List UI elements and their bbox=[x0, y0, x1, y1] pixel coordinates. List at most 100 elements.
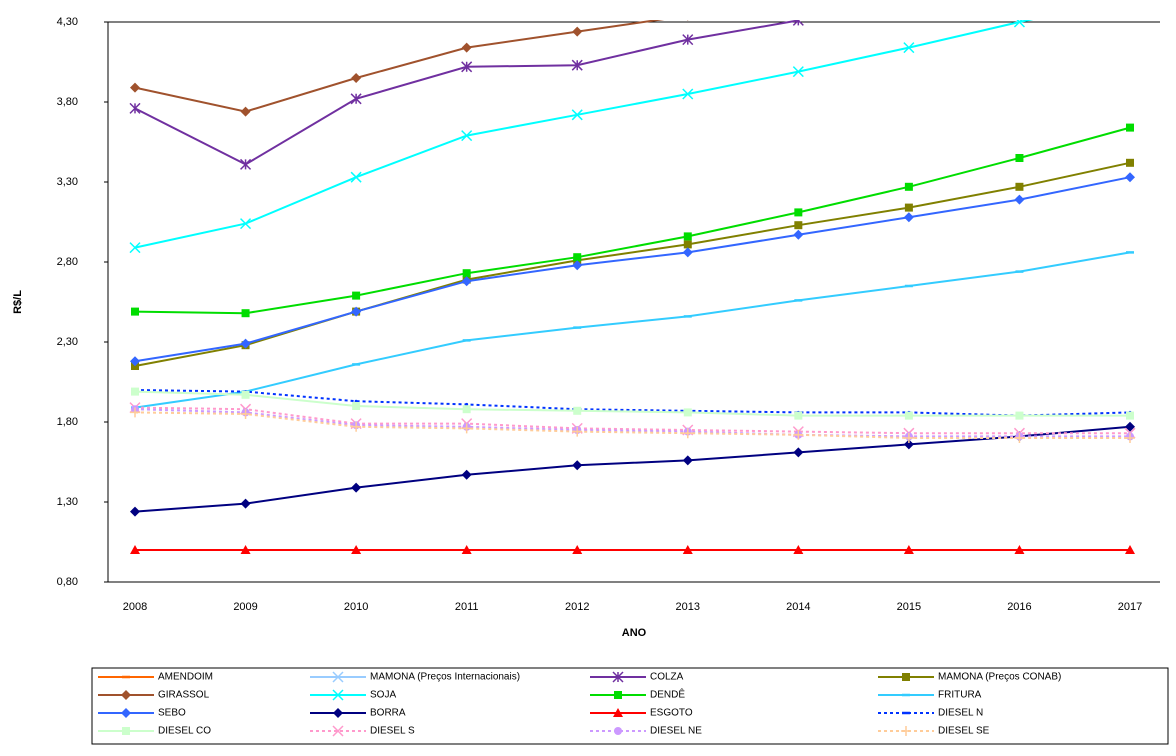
legend-marker bbox=[332, 725, 344, 737]
data-point bbox=[350, 171, 362, 183]
data-point bbox=[130, 82, 140, 93]
data-point bbox=[1126, 123, 1134, 132]
data-point bbox=[462, 269, 471, 278]
series-line bbox=[134, 408, 1130, 438]
data-point bbox=[131, 387, 139, 396]
series-line bbox=[134, 425, 1131, 513]
x-tick-label: 2017 bbox=[1118, 601, 1142, 613]
legend-label: BORRA bbox=[370, 708, 406, 719]
data-point bbox=[1125, 545, 1135, 554]
data-point bbox=[130, 506, 140, 517]
data-point bbox=[351, 73, 362, 83]
data-point bbox=[129, 102, 141, 114]
y-tick-label: 3,80 bbox=[57, 96, 78, 108]
data-point bbox=[131, 307, 139, 316]
legend-marker bbox=[332, 689, 344, 701]
series-line bbox=[134, 389, 1131, 417]
y-tick-label: 1,80 bbox=[57, 416, 78, 428]
data-point bbox=[792, 66, 804, 78]
data-point bbox=[793, 229, 804, 240]
data-point bbox=[461, 545, 472, 554]
data-point bbox=[1125, 433, 1135, 443]
data-point bbox=[130, 407, 140, 418]
data-point bbox=[903, 439, 914, 450]
x-tick-label: 2015 bbox=[897, 601, 921, 613]
data-point bbox=[1015, 411, 1024, 420]
data-point bbox=[351, 306, 362, 317]
data-point bbox=[683, 240, 692, 249]
x-tick-label: 2009 bbox=[233, 601, 257, 613]
series-line bbox=[134, 406, 1130, 435]
y-tick-label: 4,30 bbox=[57, 16, 78, 28]
series-line bbox=[134, 251, 1131, 409]
data-point bbox=[793, 545, 804, 554]
data-point bbox=[241, 309, 250, 318]
data-point bbox=[904, 182, 913, 191]
legend-label: AMENDOIM bbox=[158, 672, 213, 683]
legend-marker bbox=[901, 726, 911, 736]
data-point bbox=[1125, 172, 1135, 183]
data-point bbox=[904, 203, 913, 212]
data-point bbox=[462, 405, 471, 414]
legend-marker bbox=[614, 727, 622, 735]
data-point bbox=[240, 106, 251, 117]
x-tick-label: 2014 bbox=[786, 601, 810, 613]
data-point bbox=[130, 356, 140, 367]
data-point bbox=[352, 291, 361, 300]
legend: AMENDOIM MAMONA (Preços Internacionais) CO… bbox=[98, 671, 1061, 737]
series-line bbox=[134, 20, 1034, 249]
data-point bbox=[793, 447, 804, 458]
data-point bbox=[240, 218, 252, 230]
series-line bbox=[134, 176, 1131, 363]
legend-label: GIRASSOL bbox=[158, 690, 210, 701]
data-point bbox=[240, 498, 251, 509]
legend-marker bbox=[902, 673, 910, 681]
legend-marker bbox=[614, 691, 622, 699]
series-line bbox=[134, 390, 1130, 417]
data-point bbox=[241, 390, 250, 399]
legend-label: DIESEL N bbox=[938, 708, 983, 719]
legend-marker bbox=[333, 708, 343, 718]
data-point bbox=[572, 260, 583, 271]
data-point bbox=[461, 469, 472, 480]
data-point bbox=[572, 545, 583, 554]
legend-label: DIESEL S bbox=[370, 726, 415, 737]
data-point bbox=[352, 402, 361, 410]
x-tick-label: 2008 bbox=[123, 601, 147, 613]
legend-marker bbox=[612, 671, 624, 683]
data-point bbox=[794, 208, 803, 217]
data-point bbox=[351, 421, 362, 432]
x-axis-label: ANO bbox=[622, 627, 647, 639]
data-point bbox=[682, 428, 693, 439]
data-point bbox=[1013, 20, 1025, 28]
data-point bbox=[903, 433, 914, 443]
data-point bbox=[1126, 158, 1134, 167]
data-point bbox=[904, 411, 913, 420]
legend-marker bbox=[122, 727, 130, 735]
legend-label: MAMONA (Preços CONAB) bbox=[938, 672, 1061, 683]
legend-label: DIESEL NE bbox=[650, 726, 702, 737]
data-point bbox=[240, 545, 251, 554]
data-point bbox=[461, 130, 473, 142]
data-point bbox=[682, 545, 693, 554]
legend-box bbox=[91, 667, 1169, 745]
data-point bbox=[130, 545, 140, 554]
series-line bbox=[134, 126, 1131, 315]
data-point bbox=[682, 88, 694, 100]
data-point bbox=[572, 426, 583, 437]
data-point bbox=[682, 247, 693, 258]
x-tick-label: 2016 bbox=[1007, 601, 1031, 613]
data-point bbox=[682, 455, 693, 466]
legend-label: ESGOTO bbox=[650, 708, 693, 719]
y-tick-label: 2,30 bbox=[57, 336, 78, 348]
data-point bbox=[903, 545, 914, 554]
data-point bbox=[1014, 545, 1025, 554]
legend-label: SEBO bbox=[158, 708, 186, 719]
x-tick-label: 2012 bbox=[565, 601, 589, 613]
data-point bbox=[240, 409, 251, 419]
legend-label: COLZA bbox=[650, 672, 684, 683]
y-axis-label: R$/L bbox=[12, 290, 24, 314]
data-point bbox=[682, 34, 694, 46]
data-point bbox=[1015, 154, 1024, 162]
